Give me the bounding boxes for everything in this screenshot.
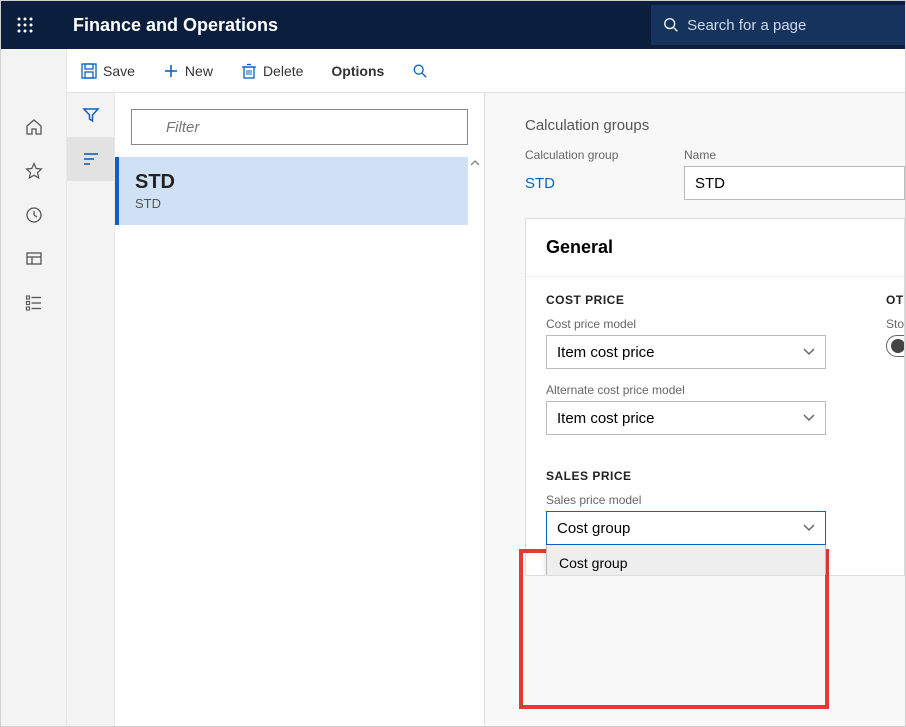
list-item[interactable]: STD STD xyxy=(115,157,468,225)
trash-icon xyxy=(241,63,257,79)
app-title: Finance and Operations xyxy=(49,15,278,36)
cost-price-section: COST PRICE Cost price model Item cost pr… xyxy=(546,293,826,559)
sort-mode-button[interactable] xyxy=(67,137,114,181)
list-scrollbar[interactable] xyxy=(466,157,484,726)
chevron-down-icon xyxy=(803,348,815,356)
field-label: Cost price model xyxy=(546,317,826,331)
card-header[interactable]: General xyxy=(526,219,904,277)
global-search[interactable] xyxy=(651,5,905,45)
dropdown-value: Item cost price xyxy=(557,410,655,427)
nav-modules[interactable] xyxy=(1,281,67,325)
global-search-input[interactable] xyxy=(687,17,893,34)
new-label: New xyxy=(185,63,213,79)
search-icon xyxy=(412,63,428,79)
name-input[interactable] xyxy=(684,166,905,200)
chevron-down-icon xyxy=(803,414,815,422)
scroll-up-icon[interactable] xyxy=(470,157,480,169)
field-label: Calculation group xyxy=(525,148,660,162)
save-button[interactable]: Save xyxy=(67,49,149,93)
delete-button[interactable]: Delete xyxy=(227,49,317,93)
action-toolbar: Save New Delete Options xyxy=(1,49,905,93)
star-icon xyxy=(25,162,43,180)
clock-icon xyxy=(25,206,43,224)
save-icon xyxy=(81,63,97,79)
cost-price-model-dropdown[interactable]: Item cost price xyxy=(546,335,826,369)
nav-home[interactable] xyxy=(1,105,67,149)
app-header: Finance and Operations xyxy=(1,1,905,49)
workspace-icon xyxy=(25,250,43,268)
page-title: Calculation groups xyxy=(525,117,905,134)
stop-toggle[interactable] xyxy=(886,335,905,357)
field-label: Sales price model xyxy=(546,493,826,507)
save-label: Save xyxy=(103,63,135,79)
sales-price-model-options: Cost group Item sales price xyxy=(546,545,826,576)
options-button[interactable]: Options xyxy=(317,49,398,93)
other-section: OTH Stop xyxy=(886,293,905,559)
nav-recent[interactable] xyxy=(1,193,67,237)
record-list-panel: STD STD xyxy=(115,93,485,726)
calc-group-link[interactable]: STD xyxy=(525,166,660,198)
field-label: Stop xyxy=(886,317,905,331)
field-label: Name xyxy=(684,148,905,162)
new-button[interactable]: New xyxy=(149,49,227,93)
toolbar-search-button[interactable] xyxy=(398,49,442,93)
sort-icon xyxy=(82,152,100,166)
app-launcher-button[interactable] xyxy=(1,1,49,49)
list-item-title: STD xyxy=(135,171,452,194)
filter-mode-button[interactable] xyxy=(67,93,114,137)
funnel-icon xyxy=(82,106,100,124)
sales-price-model-dropdown[interactable]: Cost group xyxy=(546,511,826,545)
options-label: Options xyxy=(331,63,384,79)
list-mode-column xyxy=(67,93,115,726)
general-card: General COST PRICE Cost price model Item… xyxy=(525,218,905,576)
dropdown-option[interactable]: Cost group xyxy=(547,545,825,576)
detail-panel: Calculation groups Calculation group STD… xyxy=(485,93,905,726)
toggle-knob xyxy=(891,339,905,353)
plus-icon xyxy=(163,63,179,79)
list-filter-input[interactable] xyxy=(131,109,468,145)
nav-favorites[interactable] xyxy=(1,149,67,193)
section-title: SALES PRICE xyxy=(546,469,826,483)
modules-icon xyxy=(25,294,43,312)
chevron-down-icon xyxy=(803,524,815,532)
search-icon xyxy=(663,16,679,34)
waffle-icon xyxy=(17,17,33,33)
field-label: Alternate cost price model xyxy=(546,383,826,397)
alt-cost-price-model-dropdown[interactable]: Item cost price xyxy=(546,401,826,435)
section-title: OTH xyxy=(886,293,905,307)
home-icon xyxy=(25,118,43,136)
section-title: COST PRICE xyxy=(546,293,826,307)
dropdown-value: Item cost price xyxy=(557,344,655,361)
delete-label: Delete xyxy=(263,63,303,79)
nav-workspaces[interactable] xyxy=(1,237,67,281)
left-nav-rail xyxy=(1,49,67,726)
dropdown-value: Cost group xyxy=(557,520,630,537)
list-item-subtitle: STD xyxy=(135,196,452,211)
main-content: STD STD Calculation groups Calculation g… xyxy=(67,93,905,726)
